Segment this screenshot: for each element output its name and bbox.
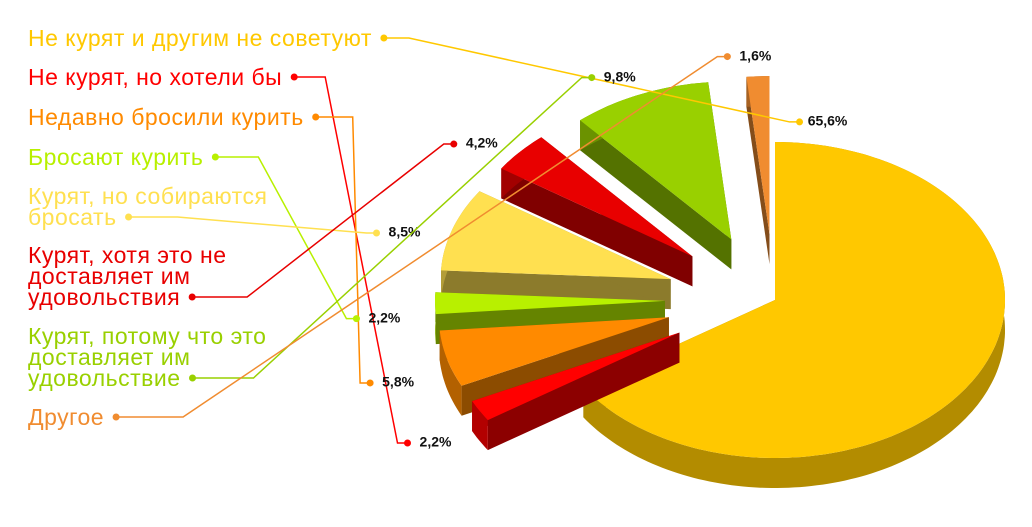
slice-side (580, 120, 732, 270)
leader-dot (380, 34, 388, 42)
leader-dot (352, 315, 360, 323)
slice (580, 82, 732, 270)
leader-dot (588, 74, 596, 82)
slice-top (580, 82, 732, 240)
slice-wall (472, 401, 488, 451)
leader-line (294, 76, 408, 444)
leader-dot (373, 229, 381, 237)
leader-dot (723, 53, 731, 61)
slice-top (583, 142, 1005, 458)
slice-top (746, 76, 770, 235)
leader-line (192, 76, 592, 379)
leader-dot (188, 293, 196, 301)
legend-label: Не курят и другим не советуют (28, 25, 372, 51)
slice-side (746, 76, 770, 265)
slice-top (441, 191, 671, 280)
leader-line (215, 156, 357, 320)
slice-side (501, 168, 693, 287)
leader-dot (125, 213, 133, 221)
legend-label: Курят, хотя это не доставляет им удоволь… (28, 242, 227, 310)
value-label: 4,2% (466, 135, 498, 151)
slice (501, 137, 693, 287)
slice-top (501, 137, 693, 257)
slice-side (472, 332, 680, 432)
leader-dot (312, 113, 320, 121)
legend-label: Бросают курить (28, 144, 204, 170)
value-label: 9,8% (604, 68, 636, 84)
legend-label: Курят, потому что это доставляет им удов… (28, 323, 267, 391)
slice-top (439, 317, 669, 386)
leader-dot (211, 153, 219, 161)
leader-dot (796, 118, 804, 126)
slice (472, 332, 680, 451)
leader-line (315, 116, 371, 384)
leader-dot (189, 374, 196, 382)
leader-dot (404, 439, 412, 447)
slice (746, 76, 770, 265)
legend-label: Не курят, но хотели бы (28, 64, 283, 90)
leader-line (383, 37, 800, 123)
leader-dot (366, 379, 374, 387)
value-label: 2,2% (368, 309, 400, 325)
slice-top (435, 292, 665, 315)
slice-wall (439, 330, 462, 416)
legend-label: Курят, но собираются бросать (28, 183, 268, 230)
value-label: 65,6% (808, 113, 848, 129)
leader-dot (450, 140, 458, 148)
value-label: 5,8% (382, 374, 414, 390)
leader-line (116, 55, 728, 418)
value-label: 2,2% (420, 434, 452, 450)
value-label: 8,5% (389, 224, 421, 240)
leader-line (192, 143, 454, 298)
leader-dot (112, 413, 120, 421)
legend-label: Недавно бросили курить (28, 104, 304, 130)
slice-top (472, 332, 680, 421)
leader-line (128, 216, 377, 234)
value-label: 1,6% (739, 47, 771, 63)
legend-label: Другое (28, 404, 105, 430)
leader-dot (290, 73, 298, 81)
